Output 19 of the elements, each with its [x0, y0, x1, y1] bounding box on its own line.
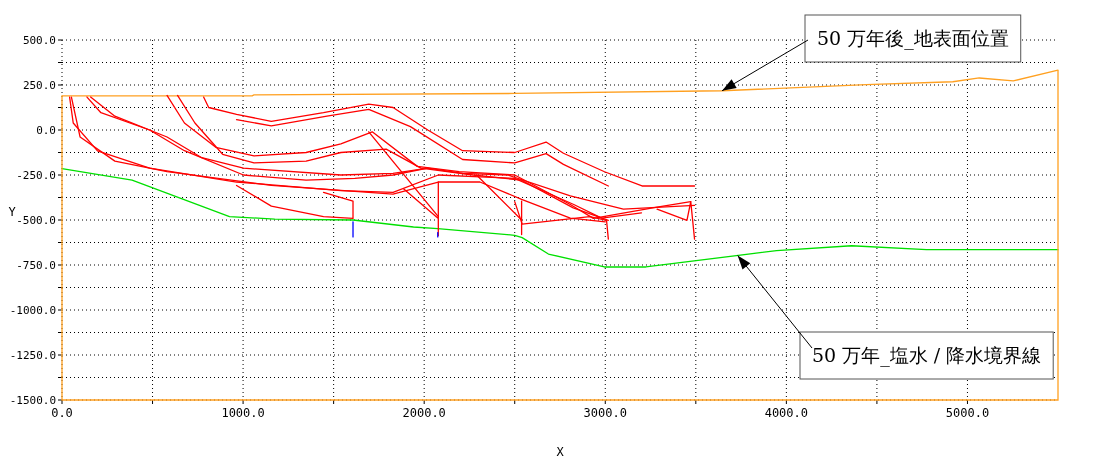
x-tick-label: 3000.0	[583, 406, 627, 420]
x-tick-label: 2000.0	[402, 406, 446, 420]
x-tick-label: 0.0	[51, 406, 73, 420]
annotation: 50 万年_塩水 / 降水境界線	[812, 344, 1042, 367]
y-tick-label: -1500.0	[9, 394, 56, 407]
x-tick-label: 1000.0	[221, 406, 265, 420]
y-tick-label: -750.0	[16, 259, 56, 272]
y-tick-label: 0.0	[36, 124, 56, 137]
y-tick-label: 500.0	[22, 34, 56, 47]
x-axis-title: X	[556, 445, 565, 459]
y-tick-label: -250.0	[16, 169, 56, 182]
y-axis-title: Y	[8, 205, 17, 219]
y-tick-label: -1000.0	[9, 304, 56, 317]
y-tick-label: 250.0	[22, 79, 56, 92]
y-tick-label: -1250.0	[9, 349, 56, 362]
x-tick-label: 5000.0	[945, 406, 990, 420]
x-tick-label: 4000.0	[764, 406, 809, 420]
annotation: 50 万年後_地表面位置	[817, 27, 1009, 50]
y-tick-label: -500.0	[16, 214, 56, 227]
